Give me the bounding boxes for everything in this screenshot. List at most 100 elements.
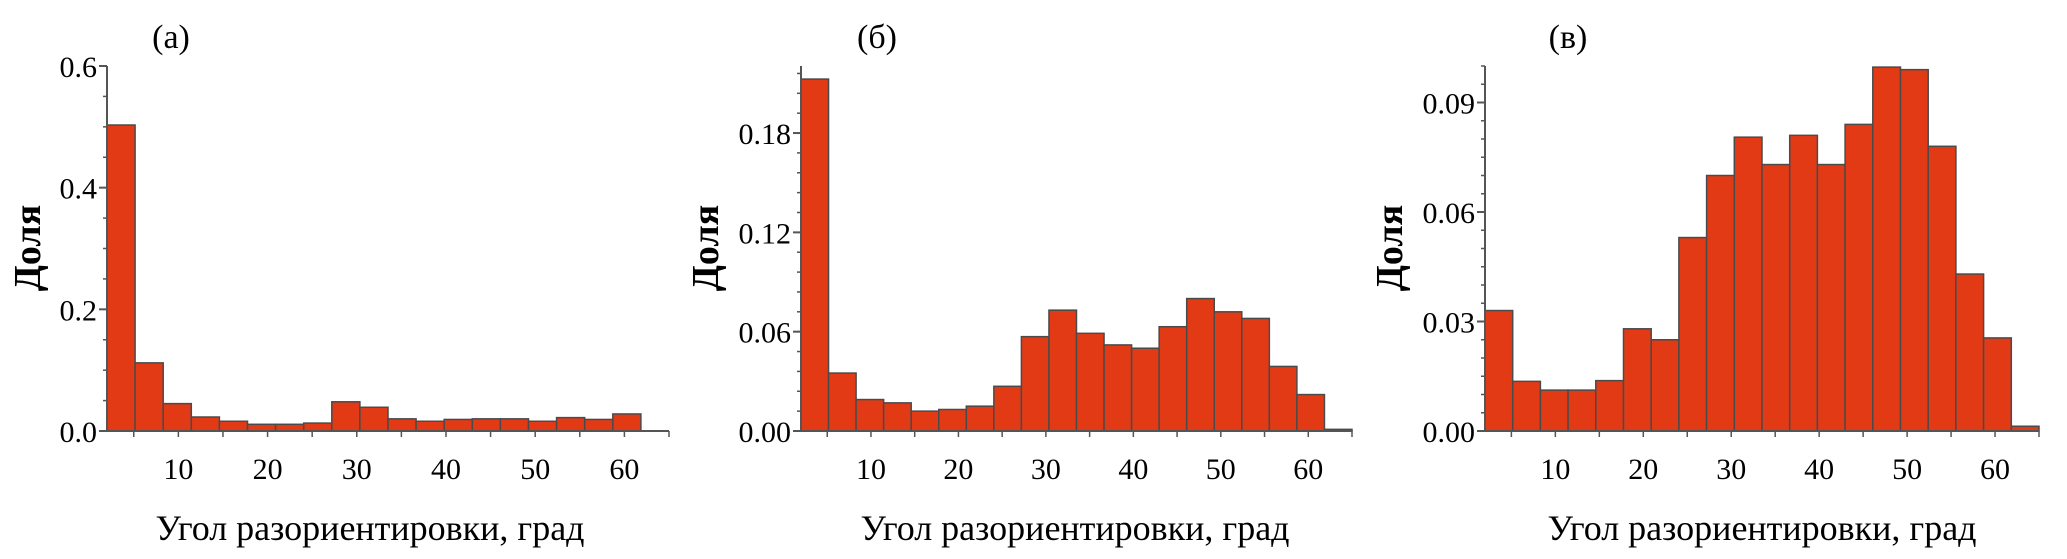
histogram-bar [1733,136,1763,432]
histogram-bar [302,422,333,432]
y-tick-label: 0.03 [1423,307,1476,340]
histogram-bar [1595,379,1625,432]
y-axis-label: Доля [685,205,727,292]
histogram-bar [1268,365,1298,432]
histogram-bar [134,362,164,432]
histogram-bar [1705,174,1736,432]
panel-a: (a) Доля Угол разориентировки, град 0.0 0… [7,19,670,548]
histogram-bar [415,420,445,432]
y-tick-label: 0.0 [60,416,98,449]
histogram-bar [1539,389,1569,432]
x-tick-label: 50 [520,453,550,486]
histogram-bar [555,416,586,432]
histogram-bar [274,423,305,432]
histogram-bar [1511,380,1542,432]
histogram-bar [387,418,417,432]
histogram-bar [162,402,193,432]
histogram-bar [1213,311,1243,432]
y-axis-label: Доля [1369,205,1411,292]
histogram-bar [855,398,885,432]
x-tick-label: 20 [253,453,283,486]
histogram-bar [910,410,940,432]
histogram-bar [1185,297,1215,432]
x-tick-label: 60 [1980,453,2010,486]
histogram-bar [827,372,857,432]
y-tick-label: 0.09 [1423,88,1476,121]
histogram-bar [218,420,249,432]
panel-title: (a) [152,19,190,56]
x-axis-label: Угол разориентировки, град [861,508,1290,548]
x-tick-label: 10 [1540,453,1570,486]
histogram-bar [1678,236,1708,432]
histogram-bar [965,405,995,432]
histogram-bar [1567,389,1597,432]
histogram-bar [1816,163,1846,432]
histogram-bar [527,420,558,432]
histogram-bar [1927,145,1957,432]
histogram-bar [1955,273,1985,432]
x-tick-label: 10 [856,453,886,486]
histogram-bar [1048,309,1078,432]
x-axis-label: Угол разориентировки, град [156,508,585,548]
histogram-bar [1761,163,1791,432]
y-tick-label: 0.06 [1423,197,1476,230]
y-axis-label: Доля [7,205,49,292]
y-tick-label: 0.2 [60,294,98,327]
x-tick-label: 30 [342,453,372,486]
histogram-bar [1899,68,1929,432]
histogram-bar [1982,337,2013,432]
histogram-bar [1844,123,1874,432]
y-tick-label: 0.18 [739,118,792,151]
histogram-bar [443,418,474,432]
histogram-bar [1158,325,1188,432]
histogram-bar [993,385,1023,432]
y-tick-label: 0.6 [60,51,98,84]
histogram-bar [359,406,389,432]
x-tick-label: 30 [1031,453,1061,486]
panel-title: (б) [857,19,897,56]
y-tick-label: 0.12 [739,217,792,250]
x-tick-label: 20 [943,453,973,486]
histogram-bar [612,413,642,432]
histogram-bar [1020,335,1050,432]
histogram-bar [1296,393,1326,432]
histogram-bar [938,408,968,432]
y-tick-label: 0.00 [739,416,792,449]
histogram-bar [106,124,136,432]
histogram-bar [1622,328,1652,432]
y-tick-label: 0.06 [739,317,792,350]
histogram-bar [1103,344,1133,432]
x-axis-label: Угол разориентировки, град [1548,508,1977,548]
x-tick-label: 50 [1892,453,1922,486]
x-tick-label: 60 [1293,453,1323,486]
x-tick-label: 60 [609,453,639,486]
x-tick-label: 40 [431,453,461,486]
x-tick-label: 50 [1206,453,1236,486]
histogram-bar [1484,309,1514,432]
histogram-bar [882,402,912,432]
x-tick-label: 40 [1118,453,1148,486]
histogram-bar [1075,332,1105,432]
histogram-bar [471,418,502,432]
x-tick-label: 40 [1804,453,1834,486]
x-tick-label: 20 [1628,453,1658,486]
histogram-bar [190,416,221,432]
histogram-bar [583,418,614,432]
panel-title: (в) [1549,19,1588,56]
x-tick-label: 30 [1716,453,1746,486]
panel-b: (б) Доля Угол разориентировки, град 0.00… [685,19,1353,548]
x-tick-label: 10 [163,453,193,486]
histogram-bar [1130,347,1160,432]
histogram-bar [800,78,830,432]
histogram-bar [1650,339,1680,432]
histogram-bar [1872,66,1902,432]
histogram-bar [246,423,277,432]
histogram-bar [1241,317,1271,432]
histogram-bar [1788,134,1819,432]
histogram-bar [499,418,530,432]
histogram-bar [331,401,361,432]
panel-c: (в) Доля Угол разориентировки, град 0.00… [1369,19,2040,548]
y-tick-label: 0.00 [1423,416,1476,449]
y-tick-label: 0.4 [60,173,98,206]
